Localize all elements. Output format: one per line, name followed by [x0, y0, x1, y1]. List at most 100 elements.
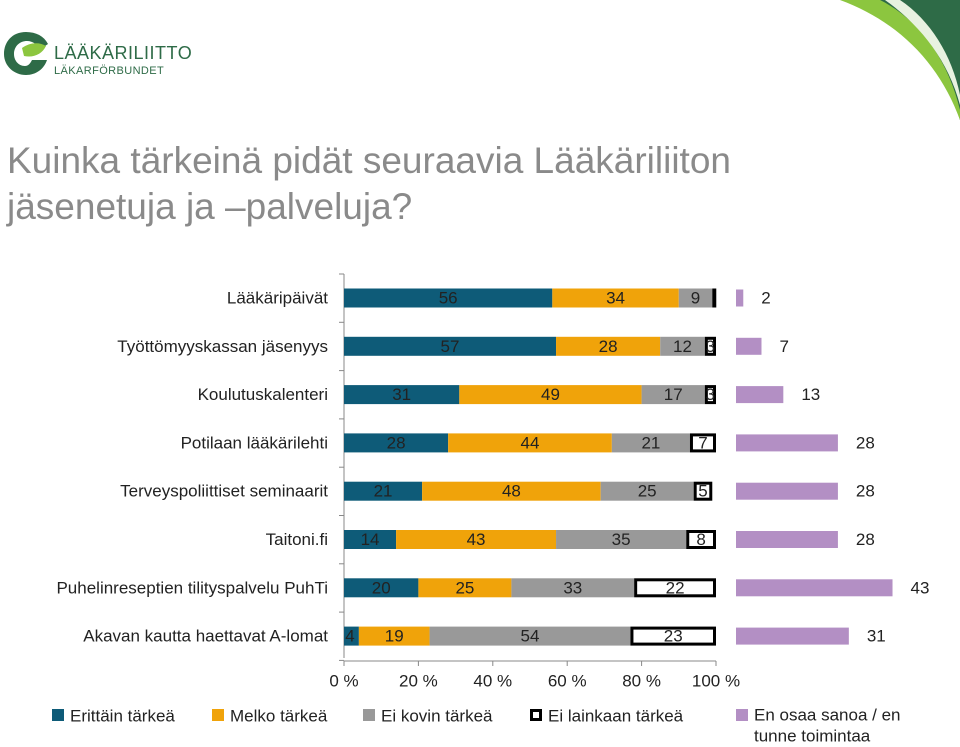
bar-segment: [344, 530, 397, 549]
category-label: Koulutuskalenteri: [198, 385, 328, 404]
bar-value-label: 33: [563, 578, 582, 597]
bar-segment: [358, 626, 430, 646]
bar-segment: [556, 336, 661, 356]
secondary-value-label: 28: [856, 530, 875, 549]
bar-value-label: 57: [441, 337, 460, 356]
bar-value-label: 31: [392, 385, 411, 404]
bar-value-label: 22: [666, 578, 685, 597]
category-label: Puhelinreseptien tilityspalvelu PuhTi: [56, 578, 328, 597]
bar-value-label: 21: [374, 482, 393, 501]
secondary-bar: [736, 434, 838, 452]
secondary-bar: [736, 289, 744, 307]
secondary-value-label: 7: [779, 337, 788, 356]
legend-label: Melko tärkeä: [230, 707, 328, 726]
x-tick-label: 0 %: [329, 672, 358, 691]
bar-value-label: 12: [673, 337, 692, 356]
category-label: Potilaan lääkärilehti: [181, 433, 328, 452]
category-label: Terveyspoliittiset seminaarit: [120, 482, 328, 501]
bar-segment: [693, 481, 713, 501]
logo-name: LÄÄKÄRILIITTO: [54, 43, 193, 63]
bar-segment: [448, 433, 612, 453]
bar-segment: [344, 385, 460, 405]
bar-segment: [344, 626, 359, 646]
bar-segment: [686, 530, 716, 549]
bar-value-label: 35: [612, 530, 631, 549]
bar-value-label: 14: [361, 530, 380, 549]
logo-subtitle: LÄKARFÖRBUNDET: [54, 65, 165, 77]
bar-value-label: 5: [698, 482, 707, 501]
legend-label: Ei kovin tärkeä: [381, 707, 493, 726]
category-label: Taitoni.fi: [266, 530, 328, 549]
page-title: Kuinka tärkeinä pidät seuraavia Lääkäril…: [7, 138, 907, 230]
bar-segment: [552, 288, 679, 308]
bar-segment: [344, 578, 419, 598]
bar-segment: [611, 433, 690, 453]
bar-segment: [511, 578, 635, 598]
legend-swatch: [530, 709, 542, 721]
bar-value-label: 56: [439, 289, 458, 308]
bar-value-label: 4: [345, 627, 354, 646]
x-tick-label: 100 %: [692, 672, 740, 691]
bar-value-label: 23: [664, 627, 683, 646]
category-label: Lääkäripäivät: [227, 289, 328, 308]
legend-swatch: [363, 709, 375, 721]
bar-segment: [344, 288, 553, 308]
bar-segment: [344, 481, 423, 501]
bar-segment: [630, 626, 716, 646]
bar-value-label: 3: [706, 337, 715, 356]
legend-label: Ei lainkaan tärkeä: [548, 707, 684, 726]
bar-value-label: 43: [467, 530, 486, 549]
bar-value-label: 44: [521, 433, 540, 452]
logo: LÄÄKÄRILIITTO LÄKARFÖRBUNDET: [0, 26, 220, 86]
bar-segment: [344, 433, 449, 453]
x-tick-label: 60 %: [548, 672, 587, 691]
legend-swatch: [52, 709, 64, 721]
category-label: Työttömyyskassan jäsenyys: [117, 337, 328, 356]
bar-value-label: 28: [387, 433, 406, 452]
bar-segment: [556, 530, 687, 549]
legend-swatch: [212, 709, 224, 721]
category-label: Akavan kautta haettavat A-lomat: [83, 627, 328, 646]
bar-value-label: 25: [638, 482, 657, 501]
bar-value-label: 17: [664, 385, 683, 404]
bar-value-label: 25: [455, 578, 474, 597]
logo-leaf-icon: [4, 32, 48, 75]
bar-value-label: 21: [641, 433, 660, 452]
bar-segment: [660, 336, 705, 356]
secondary-bar: [736, 531, 838, 548]
bar-segment: [641, 385, 705, 405]
bar-value-label: 3: [706, 385, 715, 404]
legend-label: Erittäin tärkeä: [70, 707, 175, 726]
bar-value-label: 34: [606, 289, 625, 308]
bar-value-label: 9: [691, 289, 700, 308]
legend-label-secondary-line1: En osaa sanoa / en: [754, 706, 901, 725]
bar-segment: [396, 530, 557, 549]
secondary-bar: [736, 482, 838, 500]
bar-segment: [689, 433, 717, 453]
secondary-value-label: 31: [867, 627, 886, 646]
secondary-value-label: 28: [856, 433, 875, 452]
secondary-bar: [736, 579, 893, 597]
bar-value-label: 54: [521, 627, 540, 646]
bar-segment: [712, 288, 717, 308]
bar-segment: [634, 578, 716, 598]
corner-decoration: [840, 0, 960, 120]
bar-segment: [600, 481, 694, 501]
secondary-value-label: 13: [801, 385, 820, 404]
title-line-2: jäsenetuja ja –palveluja?: [7, 186, 413, 227]
bar-segment: [429, 626, 631, 646]
x-tick-label: 80 %: [622, 672, 661, 691]
bar-value-label: 8: [696, 530, 705, 549]
bar-value-label: 49: [541, 385, 560, 404]
bar-segment: [704, 385, 717, 405]
bar-value-label: 20: [372, 578, 391, 597]
secondary-value-label: 43: [911, 578, 930, 597]
secondary-value-label: 28: [856, 482, 875, 501]
bar-segment: [678, 288, 713, 308]
bar-value-label: 28: [599, 337, 618, 356]
bar-segment: [418, 578, 512, 598]
secondary-bar: [736, 386, 784, 404]
bar-segment: [459, 385, 642, 405]
x-tick-label: 40 %: [473, 672, 512, 691]
